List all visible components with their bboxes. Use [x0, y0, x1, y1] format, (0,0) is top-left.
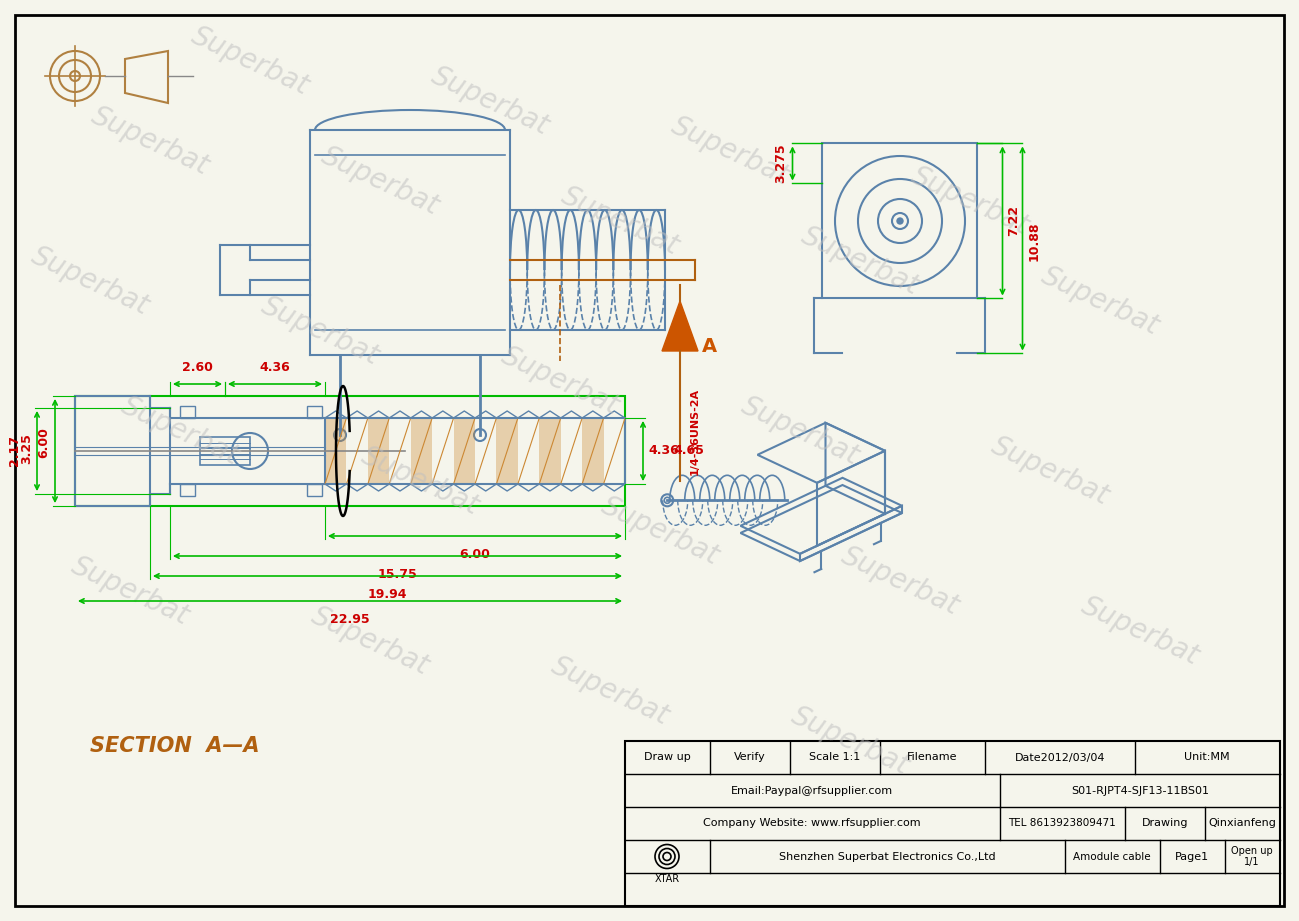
- Text: 7.22: 7.22: [1008, 205, 1021, 237]
- Text: Superbat: Superbat: [596, 492, 724, 570]
- Polygon shape: [582, 418, 604, 484]
- Text: 2.60: 2.60: [182, 361, 213, 374]
- Polygon shape: [539, 418, 561, 484]
- Text: 4.36: 4.36: [648, 445, 679, 458]
- Text: Superbat: Superbat: [666, 111, 794, 191]
- Text: Filename: Filename: [907, 752, 957, 763]
- Text: Superbat: Superbat: [556, 181, 683, 261]
- Text: Superbat: Superbat: [837, 542, 964, 621]
- Text: Verify: Verify: [734, 752, 766, 763]
- Text: 1/4-36UNS-2A: 1/4-36UNS-2A: [690, 388, 700, 474]
- Text: 22.95: 22.95: [330, 613, 370, 626]
- Text: Superbat: Superbat: [796, 222, 924, 300]
- Text: Superbat: Superbat: [426, 62, 553, 141]
- Text: Superbat: Superbat: [547, 651, 673, 730]
- Text: 4.36: 4.36: [260, 361, 291, 374]
- Text: Superbat: Superbat: [26, 241, 153, 321]
- Text: Amodule cable: Amodule cable: [1073, 852, 1151, 861]
- Polygon shape: [368, 418, 390, 484]
- Bar: [307, 406, 322, 418]
- Text: Superbat: Superbat: [1077, 591, 1203, 670]
- Text: Date2012/03/04: Date2012/03/04: [1015, 752, 1105, 763]
- Text: Draw up: Draw up: [643, 752, 690, 763]
- Polygon shape: [410, 418, 433, 484]
- Text: A: A: [701, 336, 717, 356]
- Text: Superbat: Superbat: [986, 432, 1113, 510]
- Text: 4.65: 4.65: [673, 445, 704, 458]
- Bar: [181, 484, 195, 496]
- Text: Superbat: Superbat: [496, 342, 624, 421]
- Bar: [181, 406, 195, 418]
- Text: 6.00: 6.00: [36, 427, 49, 459]
- Text: Qinxianfeng: Qinxianfeng: [1208, 819, 1276, 829]
- Text: Superbat: Superbat: [787, 702, 913, 780]
- Text: Superbat: Superbat: [1037, 262, 1164, 341]
- Text: Page1: Page1: [1174, 852, 1209, 861]
- Text: XTAR: XTAR: [655, 875, 679, 884]
- Bar: [75, 396, 149, 506]
- Text: Superbat: Superbat: [66, 552, 194, 631]
- Bar: [307, 484, 322, 496]
- Text: TEL 8613923809471: TEL 8613923809471: [1008, 819, 1116, 829]
- Text: Superbat: Superbat: [737, 391, 864, 471]
- Text: 19.94: 19.94: [368, 588, 408, 601]
- Text: Superbat: Superbat: [357, 441, 483, 520]
- Text: Superbat: Superbat: [307, 601, 434, 681]
- Text: 6.00: 6.00: [460, 548, 491, 561]
- Bar: [200, 437, 249, 465]
- Text: Superbat: Superbat: [907, 161, 1034, 240]
- Text: Open up
1/1: Open up 1/1: [1231, 845, 1273, 868]
- Text: Superbat: Superbat: [117, 391, 243, 471]
- Polygon shape: [325, 418, 347, 484]
- Text: Scale 1:1: Scale 1:1: [809, 752, 861, 763]
- Polygon shape: [453, 418, 475, 484]
- Text: Superbat: Superbat: [317, 142, 443, 220]
- Polygon shape: [662, 301, 698, 351]
- Text: Superbat: Superbat: [257, 292, 383, 370]
- Text: Shenzhen Superbat Electronics Co.,Ltd: Shenzhen Superbat Electronics Co.,Ltd: [778, 852, 995, 861]
- Text: Drawing: Drawing: [1142, 819, 1189, 829]
- Text: Company Website: www.rfsupplier.com: Company Website: www.rfsupplier.com: [703, 819, 921, 829]
- Text: Superbat: Superbat: [87, 101, 213, 181]
- Text: Superbat: Superbat: [187, 21, 313, 100]
- Text: 2.17: 2.17: [8, 436, 21, 467]
- Bar: [822, 144, 978, 298]
- Polygon shape: [496, 418, 518, 484]
- Bar: [75, 396, 625, 506]
- Text: 15.75: 15.75: [378, 568, 417, 581]
- Bar: [625, 741, 1280, 906]
- Circle shape: [898, 218, 903, 224]
- Text: Unit:MM: Unit:MM: [1185, 752, 1230, 763]
- Text: 3.25: 3.25: [19, 434, 32, 464]
- Bar: [325, 418, 625, 484]
- Text: S01-RJPT4-SJF13-11BS01: S01-RJPT4-SJF13-11BS01: [1070, 786, 1209, 796]
- Text: 3.275: 3.275: [774, 144, 787, 183]
- Text: 10.88: 10.88: [1028, 221, 1040, 261]
- Text: Email:Paypal@rfsupplier.com: Email:Paypal@rfsupplier.com: [731, 786, 892, 796]
- Text: SECTION  A—A: SECTION A—A: [90, 736, 260, 756]
